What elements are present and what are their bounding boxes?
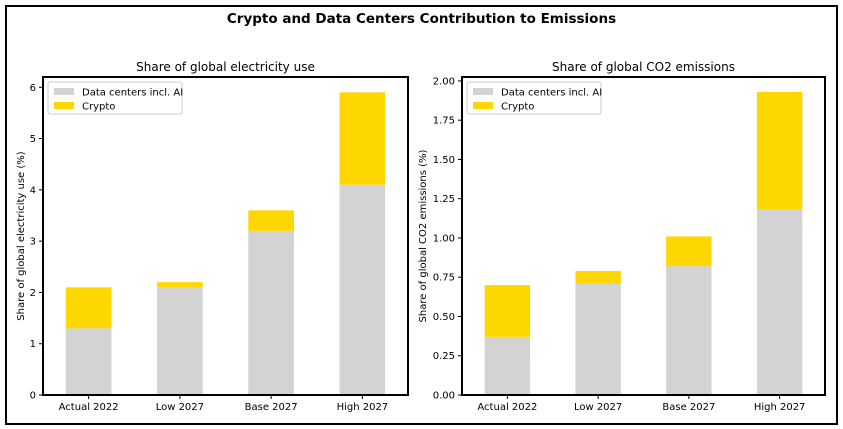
legend-swatch-crypto	[473, 102, 493, 109]
bar-data-centers	[157, 287, 203, 395]
bar-crypto	[575, 270, 621, 284]
y-tick-label: 0.25	[433, 351, 455, 362]
legend-label: Crypto	[82, 102, 115, 113]
x-tick-label: Base 2027	[245, 402, 298, 413]
x-tick-label: Actual 2022	[477, 402, 537, 413]
legend: Data centers incl. AI Crypto	[47, 81, 183, 115]
legend-label: Data centers incl. AI	[501, 88, 602, 99]
x-tick-label: Base 2027	[662, 402, 715, 413]
bar-data-centers	[666, 266, 712, 395]
bar-crypto	[756, 91, 803, 210]
bar-crypto	[65, 287, 112, 329]
chart-title: Share of global electricity use	[136, 60, 315, 74]
y-tick-label: 0	[30, 391, 36, 402]
bar-crypto	[248, 210, 294, 231]
y-tick-label: 6	[30, 83, 36, 94]
bar-data-centers	[484, 336, 531, 395]
y-tick-label: 3	[30, 237, 36, 248]
legend-swatch-data-centers	[473, 88, 493, 95]
x-tick-label: High 2027	[337, 402, 389, 413]
y-tick-label: 2	[30, 288, 36, 299]
y-tick-label: 0.00	[433, 391, 455, 402]
legend-swatch-crypto	[54, 102, 74, 109]
chart-electricity: Share of global electricity use 0 1 2 3 4 5 6 Ac…	[16, 60, 409, 413]
chart-co2: Share of global CO2 emissions 0.00 0.25 0.5…	[418, 60, 826, 413]
x-tick-label: High 2027	[754, 402, 806, 413]
y-tick-label: 1	[30, 339, 36, 350]
x-tick-label: Actual 2022	[59, 402, 119, 413]
legend: Data centers incl. AI Crypto	[466, 81, 602, 115]
y-axis-label: Share of global CO2 emissions (%)	[418, 149, 429, 322]
x-tick-label: Low 2027	[156, 402, 204, 413]
y-tick-label: 0.75	[433, 273, 455, 284]
bar-data-centers	[65, 328, 112, 395]
figure-title: Crypto and Data Centers Contribution to …	[226, 11, 617, 27]
y-tick-label: 2.00	[433, 76, 455, 87]
y-tick-label: 4	[30, 185, 36, 196]
legend-label: Data centers incl. AI	[82, 88, 183, 99]
bar-data-centers	[248, 230, 294, 395]
x-tick-label: Low 2027	[574, 402, 622, 413]
y-tick-label: 1.00	[433, 233, 455, 244]
bar-data-centers	[339, 184, 386, 395]
y-tick-label: 1.50	[433, 155, 455, 166]
legend-box	[466, 81, 602, 115]
bar-crypto	[484, 285, 531, 337]
chart-title: Share of global CO2 emissions	[552, 60, 735, 74]
bar-data-centers	[756, 209, 803, 395]
bar-crypto	[666, 236, 712, 267]
axes-frame	[42, 76, 409, 396]
legend-swatch-data-centers	[54, 88, 74, 95]
axes-frame	[461, 76, 826, 396]
bar-crypto	[339, 92, 386, 185]
y-tick-label: 0.50	[433, 312, 455, 323]
bar-data-centers	[575, 283, 621, 395]
y-tick-label: 1.25	[433, 194, 455, 205]
legend-label: Crypto	[501, 102, 534, 113]
y-tick-label: 1.75	[433, 116, 455, 127]
y-tick-label: 5	[30, 134, 36, 145]
bar-crypto	[157, 282, 203, 288]
legend-box	[47, 81, 183, 115]
y-axis-label: Share of global electricity use (%)	[16, 151, 27, 320]
